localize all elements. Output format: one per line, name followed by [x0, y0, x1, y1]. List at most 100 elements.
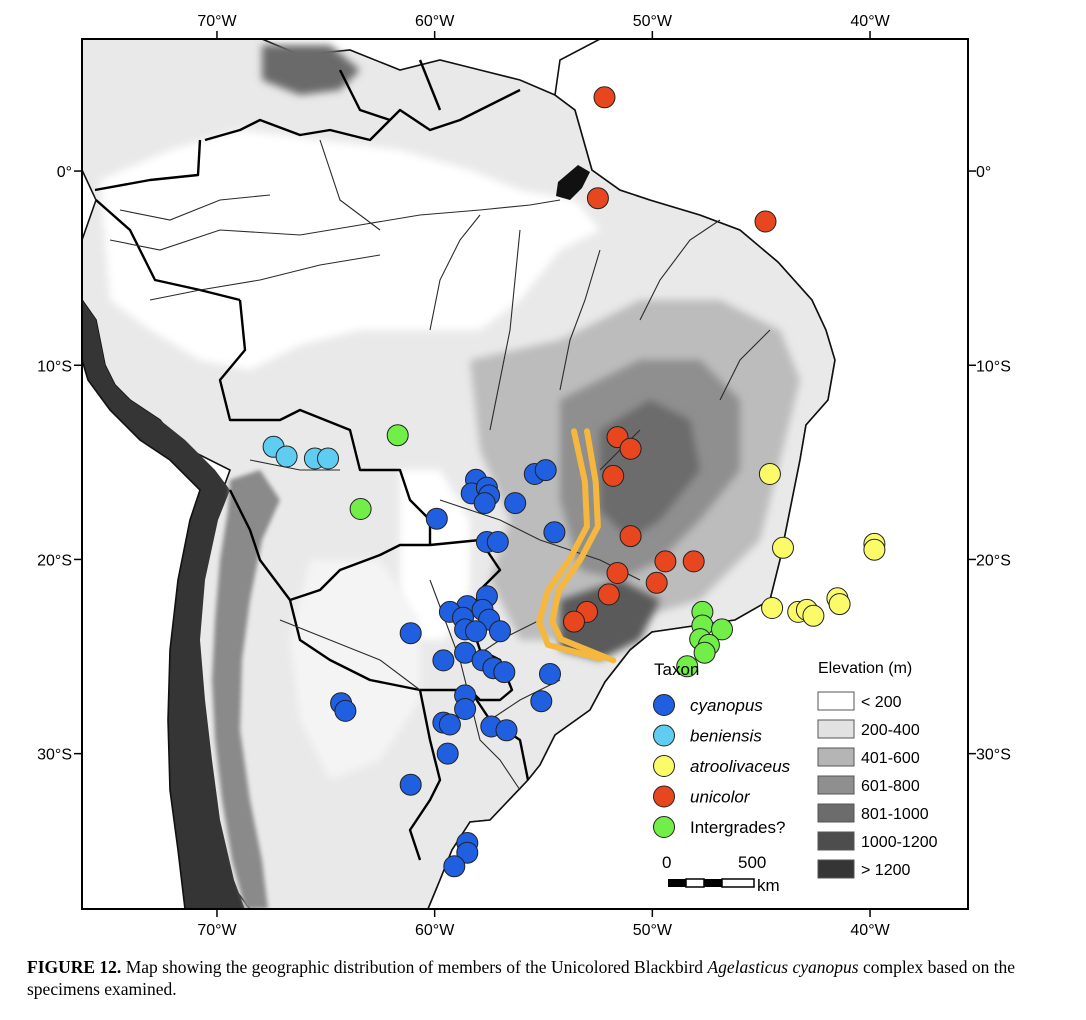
lon-tick-label-bottom: 70°W: [197, 922, 237, 939]
elevation-legend-label: 1000-1200: [861, 834, 938, 851]
specimen-point-cyanopus: [495, 719, 518, 742]
taxon-legend-title: Taxon: [654, 660, 699, 679]
lat-tick-label-left: 0°: [57, 164, 72, 181]
taxon-legend: Taxon cyanopus beniensis atroolivaceus unic…: [653, 660, 791, 838]
specimen-points: [262, 86, 886, 878]
lat-tick-label-right: 30°S: [976, 747, 1011, 764]
taxon-legend-label: beniensis: [690, 727, 762, 746]
pantanal-lowland: [400, 470, 470, 640]
specimen-point-cyanopus: [399, 773, 422, 796]
specimen-point-unicolor: [602, 464, 625, 487]
specimen-point-beniensis: [317, 447, 339, 470]
specimen-point-unicolor: [597, 583, 620, 606]
specimen-point-cyanopus: [504, 492, 527, 515]
scale-bar: 0 500 km: [662, 853, 780, 895]
specimen-point-cyanopus: [539, 663, 561, 685]
lon-tick-label-bottom: 50°W: [633, 922, 673, 939]
lon-tick-label-top: 40°W: [850, 13, 890, 30]
specimen-point-intergrades: [349, 498, 372, 520]
specimen-point-unicolor: [593, 86, 616, 109]
chaco-lowland: [290, 560, 420, 780]
boundary-line-strand: [549, 428, 617, 664]
specimen-point-intergrades: [693, 641, 716, 664]
lat-tick-label-left: 20°S: [37, 552, 72, 569]
lon-tick-label-bottom: 40°W: [850, 922, 890, 939]
specimen-point-unicolor: [586, 187, 609, 210]
graticule-ticks: 70°W 70°W 60°W 60°W 50°W 50°W 40°W 40°W 0° 0° 10°S…: [37, 13, 1011, 939]
elevation-legend-swatch: [817, 775, 855, 795]
lon-tick-label-top: 70°W: [197, 13, 237, 30]
scale-bar-end: 500: [738, 853, 766, 872]
specimen-point-unicolor: [682, 550, 705, 573]
amazon-lowland: [100, 130, 600, 370]
highland-serra-mar: [560, 580, 660, 660]
specimen-point-cyanopus: [399, 622, 422, 645]
specimen-point-cyanopus: [438, 713, 461, 736]
taxon-boundary-line: [536, 428, 617, 664]
andes-foothills: [212, 470, 280, 909]
lon-tick-label-bottom: 60°W: [415, 922, 455, 939]
elevation-legend-swatch: [817, 859, 855, 879]
elevation-legend-swatch: [817, 691, 855, 711]
taxon-legend-label: atroolivaceus: [690, 757, 791, 776]
map-frame: [81, 38, 969, 910]
pacific-ocean: [82, 359, 201, 909]
scale-bar-segment: [668, 879, 686, 887]
specimen-point-unicolor: [754, 210, 777, 233]
scale-bar-segment: [704, 879, 722, 887]
country-borders: [94, 59, 530, 861]
specimen-point-cyanopus: [425, 507, 448, 530]
elevation-legend-label: 601-800: [861, 778, 920, 795]
specimen-point-cyanopus: [454, 698, 477, 720]
specimen-point-unicolor: [645, 571, 668, 594]
elevation-legend-label: < 200: [861, 694, 902, 711]
taxon-legend-swatch: [653, 785, 675, 808]
andes-highland: [82, 300, 245, 909]
highland-guiana: [262, 45, 360, 95]
elevation-legend-swatch: [817, 831, 855, 851]
specimen-point-cyanopus: [489, 620, 511, 643]
lat-tick-label-right: 10°S: [976, 358, 1011, 375]
taxon-legend-label: unicolor: [690, 788, 751, 807]
elevation-legend: Elevation (m) < 200 200-400 401-600 601-800…: [817, 660, 938, 879]
specimen-point-unicolor: [619, 437, 642, 460]
specimen-point-cyanopus: [465, 620, 487, 643]
elevation-legend-label: > 1200: [861, 862, 910, 879]
specimen-point-cyanopus: [334, 699, 357, 722]
specimen-point-cyanopus: [493, 661, 516, 684]
specimen-point-beniensis: [275, 445, 298, 468]
specimen-point-atroolivaceus: [772, 536, 794, 559]
scale-bar-segment: [685, 878, 705, 888]
lat-tick-label-right: 20°S: [976, 552, 1011, 569]
elevation-legend-label: 200-400: [861, 722, 920, 739]
specimen-point-cyanopus: [456, 841, 479, 864]
specimen-point-unicolor: [606, 562, 629, 584]
map-area: [82, 39, 968, 909]
specimen-point-cyanopus: [473, 492, 496, 515]
elevation-legend-swatch: [817, 747, 855, 767]
specimen-point-atroolivaceus: [761, 597, 784, 619]
taxon-legend-swatch: [653, 755, 675, 777]
amazon-estuary: [556, 165, 590, 200]
specimen-point-intergrades: [676, 655, 699, 678]
elevation-legend-swatch: [817, 719, 855, 739]
figure-caption: FIGURE 12. Map showing the geographic di…: [27, 956, 1037, 1000]
lat-tick-label-left: 30°S: [37, 747, 72, 764]
specimen-point-cyanopus: [534, 459, 557, 482]
specimen-point-intergrades: [386, 424, 409, 447]
boundary-line-strand: [536, 428, 604, 662]
specimen-point-intergrades: [711, 618, 733, 641]
specimen-point-atroolivaceus: [863, 538, 886, 561]
specimen-point-unicolor: [563, 610, 585, 633]
specimen-point-cyanopus: [432, 649, 455, 672]
specimen-point-unicolor: [619, 525, 642, 548]
lat-tick-label-right: 0°: [976, 164, 991, 181]
elevation-legend-label: 801-1000: [861, 806, 929, 823]
specimen-point-cyanopus: [443, 855, 466, 878]
caption-species: Agelasticus cyanopus: [707, 957, 859, 977]
scale-bar-segment: [721, 878, 755, 888]
taxon-legend-label: cyanopus: [690, 696, 763, 715]
specimen-point-atroolivaceus: [828, 593, 851, 616]
specimen-point-atroolivaceus: [802, 604, 825, 627]
